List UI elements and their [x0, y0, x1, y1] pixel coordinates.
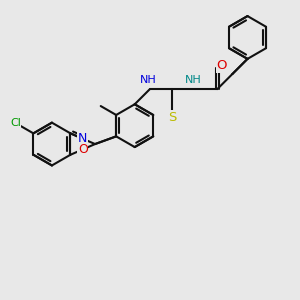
Text: NH: NH	[140, 75, 157, 85]
Text: O: O	[217, 59, 227, 72]
Text: Cl: Cl	[10, 118, 21, 128]
Text: O: O	[78, 143, 88, 156]
Text: S: S	[168, 111, 176, 124]
Text: NH: NH	[185, 75, 202, 85]
Text: N: N	[78, 132, 87, 145]
